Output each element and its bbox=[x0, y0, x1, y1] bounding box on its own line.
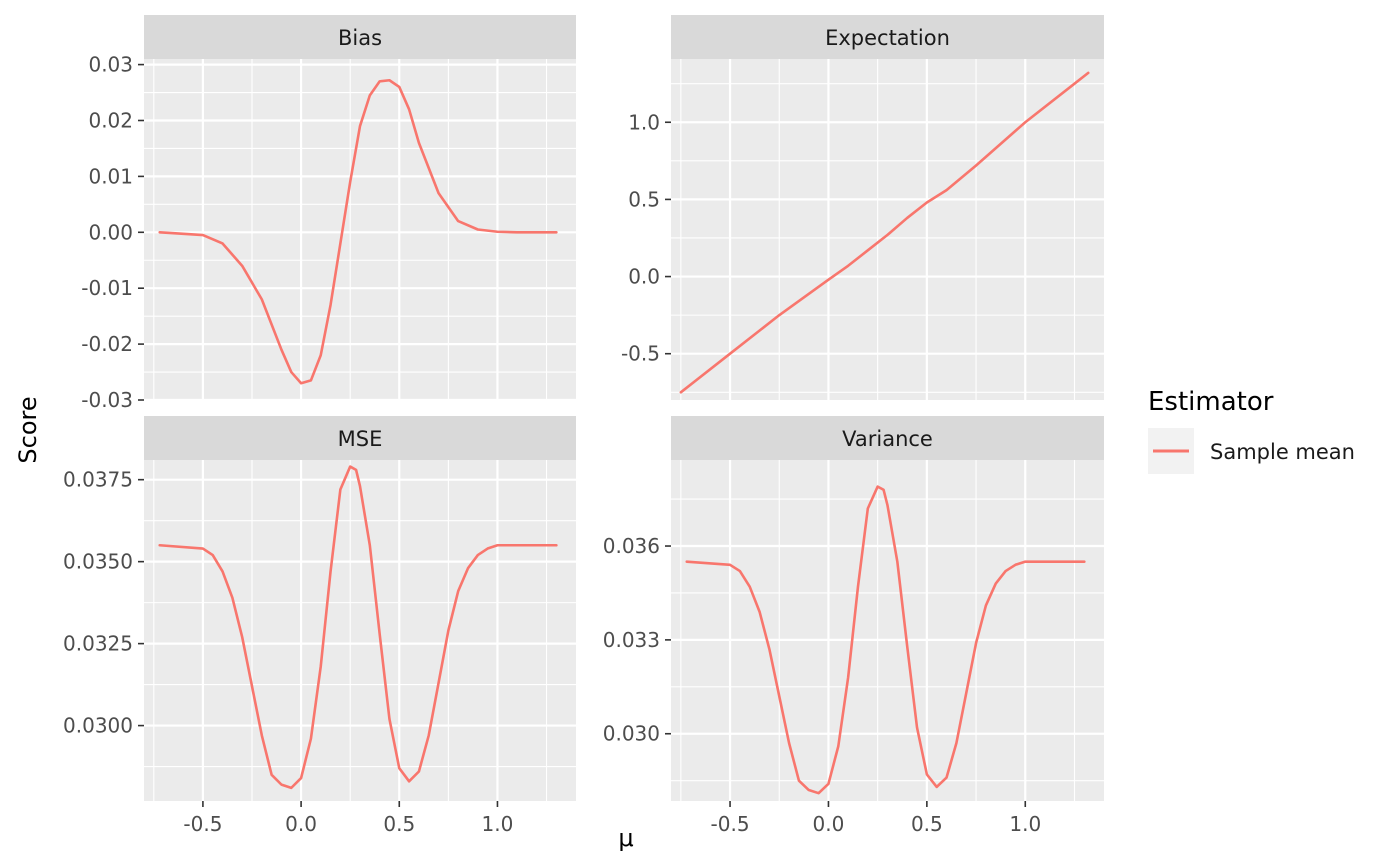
y-tick-label: 0.02 bbox=[88, 108, 133, 132]
x-tick-label: 0.5 bbox=[911, 812, 943, 836]
y-tick-label: 0.03 bbox=[88, 53, 133, 77]
strip-label-bias: Bias bbox=[338, 26, 382, 50]
gridlines-mse bbox=[144, 460, 576, 801]
strip-bias bbox=[144, 15, 576, 59]
y-tick-label: 0.0375 bbox=[63, 468, 133, 492]
x-tick-label: 1.0 bbox=[1009, 812, 1041, 836]
x-tick-label: 0.5 bbox=[383, 812, 415, 836]
panel-bias: Bias -0.03 -0.02 -0.01 0.00 0.01 0.02 0.03 bbox=[81, 15, 576, 412]
legend-label-sample-mean: Sample mean bbox=[1210, 440, 1355, 464]
y-tick-label: -0.01 bbox=[81, 276, 133, 300]
facet-panels: Bias -0.03 -0.02 -0.01 0.00 0.01 0.02 0.03 Expec… bbox=[63, 15, 1104, 836]
x-tick-label: 0.0 bbox=[285, 812, 317, 836]
y-tick-label: 1.0 bbox=[628, 110, 660, 134]
y-tick-label: -0.5 bbox=[621, 342, 660, 366]
strip-expectation bbox=[671, 15, 1104, 59]
y-tick-label: 0.0350 bbox=[63, 550, 133, 574]
y-tick-label: -0.02 bbox=[81, 332, 133, 356]
strip-label-expectation: Expectation bbox=[825, 26, 950, 50]
y-tick-label: 0.01 bbox=[88, 164, 133, 188]
gridlines-variance bbox=[671, 460, 1104, 801]
x-tick-label: -0.5 bbox=[711, 812, 750, 836]
legend-title: Estimator bbox=[1148, 387, 1274, 417]
y-tick-label: 0.030 bbox=[603, 722, 660, 746]
gridlines-expectation bbox=[671, 59, 1104, 400]
x-axis-title: μ bbox=[618, 824, 633, 852]
panel-variance: Variance 0.030 0.033 0.036 -0.5 0.0 0.5 1.0 bbox=[603, 416, 1104, 836]
panel-mse: MSE 0.0300 0.0325 0.0350 0.0375 -0.5 0.0 0.5 1.0 bbox=[63, 416, 576, 836]
series-line-sample-mean-expectation bbox=[679, 71, 1090, 394]
series-line-sample-mean-variance bbox=[685, 485, 1086, 795]
y-tick-label: 0.0300 bbox=[63, 714, 133, 738]
y-tick-label: 0.036 bbox=[603, 534, 660, 558]
y-tick-label: -0.03 bbox=[81, 388, 133, 412]
strip-variance bbox=[671, 416, 1104, 460]
series-line-sample-mean-mse bbox=[158, 465, 558, 790]
series-line-sample-mean-bias bbox=[158, 78, 558, 385]
y-tick-label: 0.5 bbox=[628, 187, 660, 211]
strip-label-variance: Variance bbox=[842, 427, 933, 451]
x-tick-label: 1.0 bbox=[482, 812, 514, 836]
panel-expectation: Expectation -0.5 0.0 0.5 1.0 bbox=[621, 15, 1104, 400]
panel-background-variance bbox=[671, 460, 1104, 801]
legend: Estimator Sample mean bbox=[1148, 387, 1355, 474]
strip-label-mse: MSE bbox=[338, 427, 383, 451]
panel-background-bias bbox=[144, 59, 576, 400]
x-tick-label: -0.5 bbox=[183, 812, 222, 836]
y-tick-label: 0.0325 bbox=[63, 632, 133, 656]
strip-mse bbox=[144, 416, 576, 460]
y-tick-label: 0.033 bbox=[603, 628, 660, 652]
panel-background-mse bbox=[144, 460, 576, 801]
y-tick-label: 0.00 bbox=[88, 220, 133, 244]
y-axis-title: Score bbox=[14, 396, 42, 463]
x-tick-label: 0.0 bbox=[813, 812, 845, 836]
y-tick-label: 0.0 bbox=[628, 265, 660, 289]
